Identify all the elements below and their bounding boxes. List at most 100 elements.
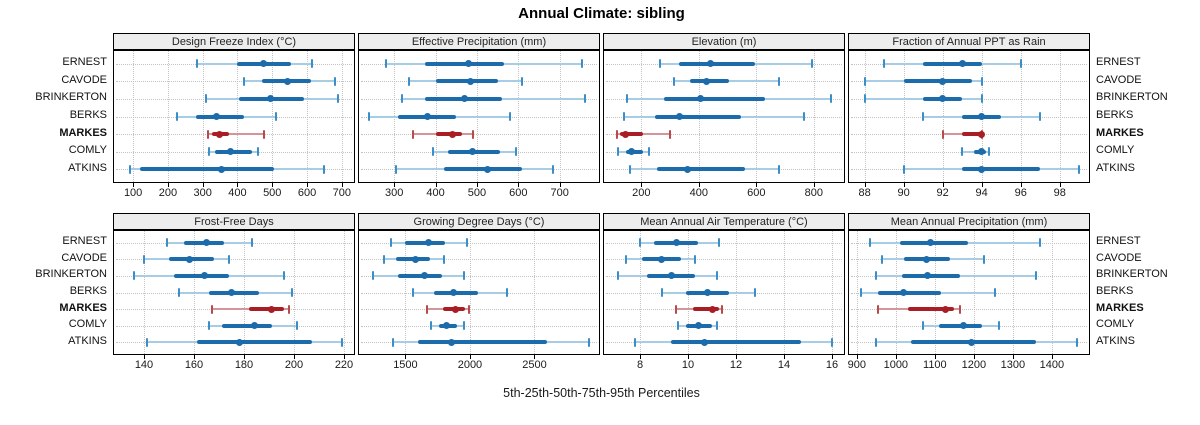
tick-mark: [1051, 355, 1053, 359]
tick-label: 10: [681, 359, 695, 371]
iqr-box: [692, 307, 720, 312]
median-dot: [706, 60, 714, 68]
tick-mark: [1020, 183, 1022, 187]
panel-title: Effective Precipitation (mm): [411, 35, 547, 48]
cap-low: [382, 254, 385, 264]
iqr-box: [903, 79, 972, 84]
tick-mark: [981, 183, 983, 187]
site-label-right: CAVODE: [1096, 73, 1142, 86]
cap-low: [391, 337, 394, 347]
cap-high: [988, 147, 991, 157]
row-guide: [606, 325, 842, 327]
site-label-left: ERNEST: [62, 235, 107, 248]
median-dot: [667, 272, 675, 280]
cap-low: [206, 129, 209, 139]
cap-high: [1019, 59, 1022, 69]
site-label-left: MARKES: [59, 126, 107, 139]
cap-low: [628, 164, 631, 174]
tick-label: 14: [777, 359, 791, 371]
cap-low: [407, 76, 410, 86]
median-dot: [703, 289, 711, 296]
cap-low: [883, 59, 886, 69]
cap-low: [165, 238, 168, 248]
median-dot: [203, 239, 210, 247]
cap-high: [959, 304, 962, 314]
site-label-left: ATKINS: [68, 334, 107, 347]
iqr-box: [923, 61, 982, 66]
panel-title: Fraction of Annual PPT as Rain: [892, 35, 1046, 48]
site-label-left: MARKES: [59, 301, 107, 314]
cap-low: [922, 112, 925, 121]
cap-high: [583, 94, 586, 104]
median-dot: [260, 60, 268, 68]
median-dot: [235, 338, 243, 346]
cap-low: [677, 321, 680, 331]
median-dot: [939, 95, 947, 103]
median-dot: [461, 95, 469, 103]
iqr-box: [655, 114, 742, 119]
median-dot: [675, 113, 683, 120]
median-dot: [622, 130, 630, 138]
cap-high: [648, 147, 651, 157]
tick-label: 200: [158, 187, 178, 199]
cap-high: [290, 288, 293, 297]
iqr-box: [619, 132, 643, 137]
cap-high: [257, 147, 260, 157]
cap-low: [622, 112, 625, 121]
cap-low: [675, 304, 677, 314]
median-dot: [701, 338, 709, 346]
median-dot: [927, 239, 935, 247]
median-dot: [215, 130, 223, 138]
iqr-box: [435, 79, 498, 84]
cap-low: [616, 147, 619, 157]
tick-mark: [1012, 355, 1014, 359]
cap-high: [669, 129, 672, 139]
tick-label: 160: [184, 359, 204, 371]
cap-low: [881, 254, 884, 264]
median-dot: [922, 255, 930, 263]
cap-high: [288, 304, 290, 314]
row-guide: [361, 325, 597, 327]
tick-mark: [934, 355, 936, 359]
tick-mark: [1059, 183, 1061, 187]
cap-low: [178, 288, 180, 297]
site-label-right: ATKINS: [1096, 334, 1135, 347]
cap-high: [581, 59, 584, 69]
row-guide: [361, 259, 597, 261]
median-dot: [469, 148, 477, 156]
cap-low: [634, 337, 637, 347]
cap-low: [175, 112, 178, 121]
tick-mark: [405, 355, 407, 359]
tick-mark: [394, 183, 396, 187]
cap-low: [875, 337, 878, 347]
tick-label: 1100: [923, 359, 947, 371]
median-dot: [959, 322, 967, 330]
iqr-box: [657, 167, 745, 172]
median-dot: [213, 113, 221, 120]
median-dot: [267, 95, 275, 103]
cap-high: [506, 288, 509, 297]
site-label-right: CAVODE: [1096, 251, 1142, 264]
cap-low: [624, 254, 627, 264]
tick-label: 1200: [961, 359, 987, 371]
tick-label: 500: [467, 187, 487, 199]
site-label-left: BRINKERTON: [35, 91, 107, 104]
median-dot: [443, 322, 451, 330]
cap-high: [509, 112, 512, 121]
cap-low: [133, 271, 135, 281]
median-dot: [939, 77, 947, 85]
row-guide: [606, 151, 842, 153]
row-guide: [606, 134, 842, 136]
site-label-right: ERNEST: [1096, 56, 1141, 69]
site-label-left: BRINKERTON: [35, 268, 107, 281]
tick-label: 2000: [457, 359, 483, 371]
tick-label: 400: [228, 187, 247, 199]
cap-low: [659, 59, 662, 69]
site-label-right: BERKS: [1096, 285, 1134, 297]
median-dot: [978, 130, 986, 138]
tick-label: 12: [729, 359, 743, 371]
cap-high: [1039, 112, 1042, 121]
cap-high: [323, 164, 326, 174]
tick-label: 2500: [522, 359, 547, 371]
tick-label: 1300: [1000, 359, 1026, 371]
